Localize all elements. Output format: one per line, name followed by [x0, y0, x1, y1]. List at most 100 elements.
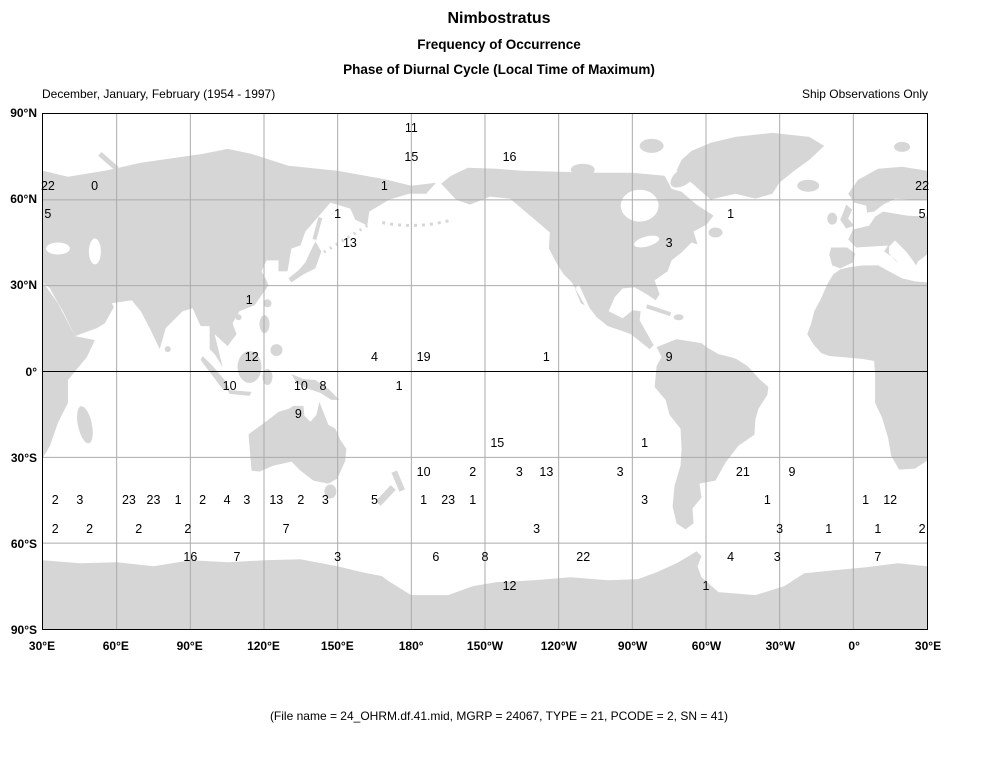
lat-tick-label: 90°N	[10, 106, 37, 120]
figure-subtitle-frequency: Frequency of Occurrence	[417, 37, 581, 52]
data-point: 5	[371, 493, 378, 507]
lon-tick-label: 180°	[398, 639, 424, 653]
island-sumatra	[200, 356, 230, 389]
data-point: 13	[539, 464, 554, 479]
grid-lines	[43, 114, 927, 629]
data-point: 15	[404, 149, 419, 164]
island-madagascar	[77, 406, 93, 444]
region-iberia	[829, 247, 856, 269]
caspian-sea	[88, 238, 101, 265]
data-point: 5	[918, 206, 926, 221]
data-point: 7	[282, 521, 290, 536]
lon-tick-label: 30°E	[28, 639, 56, 653]
ship-observations-label: Ship Observations Only	[801, 87, 928, 101]
lon-tick-label: 30°W	[765, 639, 796, 653]
world-map	[43, 114, 927, 629]
data-point: 6	[432, 550, 440, 565]
island-new-zealand-north	[391, 470, 405, 492]
island-hispaniola	[673, 314, 684, 321]
data-point: 2	[918, 521, 926, 536]
data-point: 1	[380, 178, 388, 193]
data-point: 2	[184, 521, 192, 536]
data-point: 3	[776, 521, 784, 536]
data-point: 1	[763, 493, 771, 507]
figure-title: Nimbostratus	[447, 10, 551, 27]
island-borneo	[237, 351, 262, 383]
data-point: 10	[222, 378, 237, 393]
continent-south-america	[654, 339, 769, 530]
data-point: 13	[342, 235, 357, 250]
island-mindanao	[270, 344, 283, 357]
data-point: 3	[321, 493, 329, 507]
data-point: 1	[641, 435, 649, 450]
data-point: 2	[199, 493, 207, 507]
data-point: 1	[334, 206, 342, 221]
data-point: 16	[502, 149, 517, 164]
island-new-guinea	[291, 373, 340, 400]
hudson-bay	[620, 189, 659, 222]
data-point: 16	[183, 550, 198, 565]
data-point: 1	[702, 578, 710, 593]
island-ellesmere	[639, 138, 664, 153]
lon-tick-label: 120°E	[247, 639, 280, 653]
island-novaya-zemlya	[98, 151, 119, 171]
data-point: 12	[244, 349, 259, 364]
data-point: 3	[533, 521, 541, 536]
inland-seas	[45, 189, 660, 265]
data-point: 5	[44, 206, 52, 221]
lon-tick-label: 150°W	[466, 639, 504, 653]
island-ireland	[827, 212, 838, 225]
island-great-britain	[840, 204, 855, 229]
figure-subtitle-phase: Phase of Diurnal Cycle (Local Time of Ma…	[343, 62, 655, 77]
season-range-label: December, January, February (1954 - 1997…	[42, 87, 276, 101]
data-point: 23	[121, 493, 136, 507]
data-point: 3	[243, 493, 251, 507]
data-point: 7	[233, 550, 241, 565]
data-point: 15	[490, 435, 505, 450]
island-victoria	[570, 163, 595, 176]
island-greenland	[676, 132, 825, 200]
lat-tick-label: 0°	[25, 364, 37, 379]
data-point: 3	[641, 493, 649, 507]
data-point: 9	[294, 407, 302, 422]
data-point: 10	[416, 464, 431, 479]
island-iceland	[797, 179, 820, 192]
data-point: 9	[788, 464, 796, 479]
data-point: 2	[86, 521, 94, 536]
data-point: 7	[874, 550, 882, 565]
data-point: 1	[395, 378, 403, 393]
data-point: 22	[915, 178, 930, 193]
island-chain-kuriles	[322, 224, 369, 254]
data-point: 1	[245, 292, 253, 307]
island-cuba	[646, 304, 672, 317]
black-sea	[45, 242, 70, 255]
data-points-layer: 11 15 16 22 0 1 22 5 1 1 5 13 3 1 12 4 19 1 9 10 10 8 1 9 15 1 10 2…	[41, 114, 930, 629]
island-chain-aleutians	[381, 218, 454, 227]
continent-africa-east	[43, 282, 95, 458]
data-point: 4	[371, 349, 378, 364]
data-point: 21	[735, 464, 750, 479]
data-point: 1	[874, 521, 882, 536]
data-point: 1	[542, 349, 550, 364]
island-hainan	[235, 314, 242, 321]
data-point: 12	[883, 493, 898, 507]
data-point: 1	[862, 493, 870, 507]
lon-tick-label: 60°W	[691, 639, 722, 653]
data-point: 12	[502, 578, 517, 593]
great-lakes	[634, 235, 660, 248]
continent-africa-west	[807, 265, 927, 470]
lon-tick-label: 90°W	[617, 639, 648, 653]
lon-tick-label: 150°E	[320, 639, 354, 653]
lon-tick-label: 120°W	[540, 639, 577, 653]
lat-tick-label: 60°N	[10, 192, 37, 207]
lat-tick-label: 60°S	[10, 536, 37, 551]
island-tasmania	[324, 484, 337, 499]
region-scandinavia	[848, 166, 927, 213]
continent-australia	[248, 401, 347, 484]
data-point: 11	[404, 121, 418, 136]
lat-tick-label: 30°S	[10, 450, 37, 465]
island-sakhalin	[312, 217, 323, 241]
lat-tick-label: 90°S	[10, 623, 37, 637]
island-svalbard	[894, 141, 911, 152]
